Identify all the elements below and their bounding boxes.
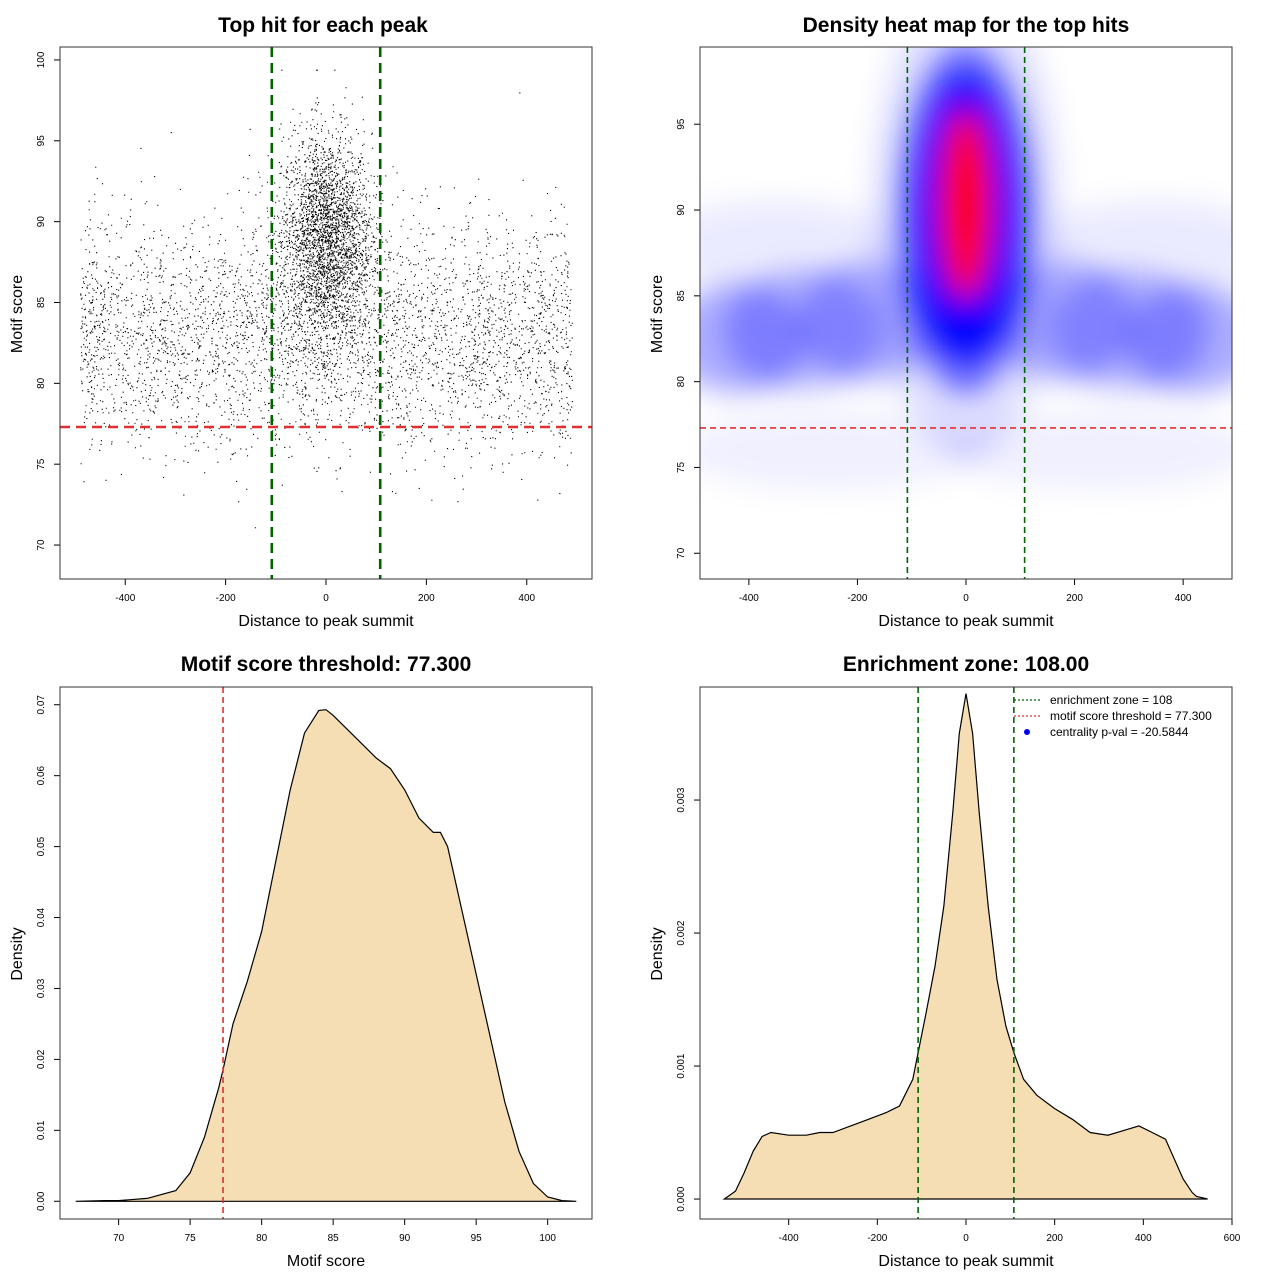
y-tick-label: 70	[676, 547, 687, 559]
y-tick-label: 85	[36, 296, 47, 308]
y-tick-label: 90	[36, 216, 47, 228]
heatmap-plot-frame	[699, 46, 1233, 580]
enrichment-density-plot-frame	[699, 686, 1233, 1220]
enrichment-density-panel: Enrichment zone: 108.00 Distance to peak…	[649, 653, 1241, 1270]
y-tick-label: 0.000	[676, 1186, 687, 1211]
x-tick-label: 400	[1135, 1233, 1152, 1244]
x-tick-label: 70	[113, 1233, 125, 1244]
y-tick-label: 75	[36, 458, 47, 470]
x-tick-label: 400	[518, 593, 535, 604]
x-tick-label: 80	[256, 1233, 268, 1244]
y-tick-label: 0.02	[36, 1049, 47, 1069]
enrichment-density-title: Enrichment zone: 108.00	[843, 653, 1089, 676]
heatmap-panel: Density heat map for the top hits Distan…	[649, 14, 1233, 630]
enrichment-density-x-axis-label: Distance to peak summit	[878, 1253, 1054, 1270]
x-tick-label: 90	[399, 1233, 411, 1244]
y-tick-label: 0.003	[676, 787, 687, 812]
x-tick-label: 200	[1046, 1233, 1063, 1244]
scatter-plot-frame	[59, 46, 593, 580]
heatmap-x-axis-label: Distance to peak summit	[878, 613, 1054, 630]
scatter-panel: Top hit for each peak Distance to peak s…	[9, 14, 593, 630]
x-tick-label: 400	[1175, 593, 1192, 604]
heat-blob	[1124, 283, 1232, 394]
scatter-points	[80, 69, 573, 529]
heat-blob	[951, 410, 1232, 491]
heat-blob	[700, 410, 981, 491]
x-tick-label: -200	[847, 593, 867, 604]
x-tick-label: -200	[216, 593, 236, 604]
x-tick-label: 0	[963, 593, 969, 604]
x-tick-label: -400	[115, 593, 135, 604]
x-tick-label: 0	[963, 1233, 969, 1244]
y-tick-label: 0.001	[676, 1053, 687, 1078]
legend-symbol-dot	[1024, 729, 1030, 735]
x-tick-label: 100	[539, 1233, 556, 1244]
legend-label: motif score threshold = 77.300	[1050, 709, 1212, 723]
x-tick-label: -400	[739, 593, 759, 604]
y-tick-label: 80	[676, 376, 687, 388]
heatmap-density	[700, 47, 1232, 491]
y-tick-label: 100	[36, 51, 47, 68]
motif-density-y-axis-label: Density	[9, 927, 26, 980]
x-tick-label: 95	[471, 1233, 483, 1244]
motif-density-curve	[75, 709, 577, 1202]
scatter-y-axis-label: Motif score	[9, 275, 26, 353]
y-tick-label: 70	[36, 539, 47, 551]
enrichment-density-curve	[722, 693, 1208, 1200]
x-tick-label: -200	[867, 1233, 887, 1244]
y-tick-label: 0.06	[36, 765, 47, 785]
y-tick-label: 0.002	[676, 920, 687, 945]
heat-blob	[1036, 199, 1232, 290]
x-tick-label: 75	[185, 1233, 197, 1244]
motif-density-title: Motif score threshold: 77.300	[181, 653, 472, 676]
y-tick-label: 95	[676, 118, 687, 130]
y-tick-label: 90	[676, 204, 687, 216]
scatter-point-cloud	[80, 69, 573, 529]
y-tick-label: 0.03	[36, 978, 47, 998]
x-tick-label: -400	[779, 1233, 799, 1244]
y-tick-label: 0.04	[36, 907, 47, 927]
y-tick-label: 0.00	[36, 1191, 47, 1211]
scatter-x-axis-label: Distance to peak summit	[238, 613, 414, 630]
y-tick-label: 0.01	[36, 1120, 47, 1140]
x-tick-label: 200	[1066, 593, 1083, 604]
heat-blob	[700, 199, 896, 290]
heatmap-y-axis-label: Motif score	[649, 275, 666, 353]
heatmap-title: Density heat map for the top hits	[803, 14, 1130, 37]
scatter-title: Top hit for each peak	[218, 14, 428, 37]
legend-label: enrichment zone = 108	[1050, 693, 1173, 707]
y-tick-label: 75	[676, 461, 687, 473]
y-tick-label: 0.07	[36, 695, 47, 715]
y-tick-label: 95	[36, 135, 47, 147]
motif-density-x-axis-label: Motif score	[287, 1253, 365, 1270]
motif-density-panel: Motif score threshold: 77.300 Motif scor…	[9, 653, 593, 1270]
x-tick-label: 200	[418, 593, 435, 604]
motif-density-plot-frame	[59, 686, 593, 1220]
y-tick-label: 85	[676, 290, 687, 302]
legend: enrichment zone = 108 motif score thresho…	[1014, 693, 1212, 739]
enrichment-density-y-axis-label: Density	[649, 927, 666, 980]
legend-label: centrality p-val = -20.5844	[1050, 725, 1189, 739]
x-tick-label: 85	[328, 1233, 340, 1244]
x-tick-label: 600	[1224, 1233, 1241, 1244]
heat-core-red	[940, 109, 992, 300]
y-tick-label: 80	[36, 377, 47, 389]
x-tick-label: 0	[323, 593, 329, 604]
y-tick-label: 0.05	[36, 836, 47, 856]
